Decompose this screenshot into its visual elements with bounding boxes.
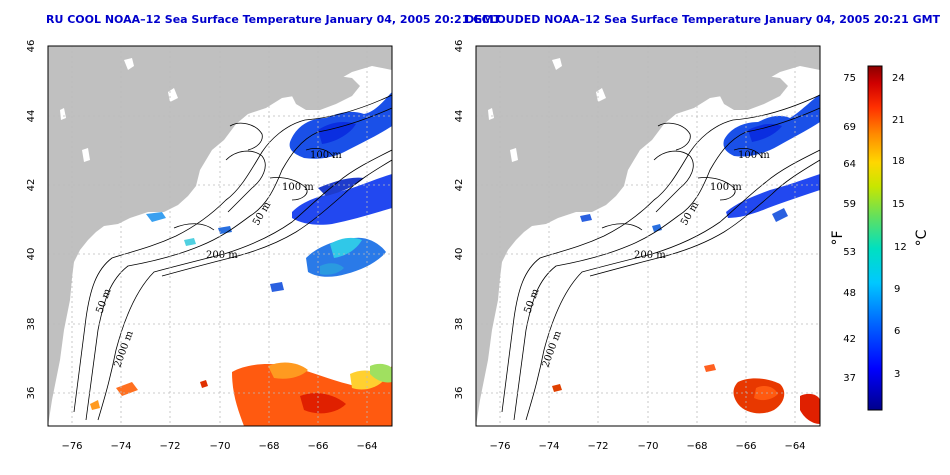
contour-label: 200 m: [206, 250, 238, 261]
x-tick-label: −72: [159, 441, 180, 452]
c-tick-label: 24: [892, 73, 905, 84]
left-y-axis: 46 44 42 40 38 36: [26, 40, 37, 400]
y-tick-label: 44: [454, 110, 465, 123]
y-tick-label: 46: [454, 40, 465, 53]
celsius-unit-label: °C: [914, 229, 930, 246]
f-tick-label: 69: [843, 122, 856, 133]
x-tick-label: −76: [489, 441, 510, 452]
contour-label: 100 m: [310, 150, 342, 161]
f-tick-label: 42: [843, 334, 856, 345]
c-tick-label: 9: [894, 284, 900, 295]
x-tick-label: −76: [61, 441, 82, 452]
c-tick-label: 6: [894, 326, 900, 337]
left-map-panel: 100 m 100 m 50 m 200 m 50 m 2000 m −76 −…: [26, 40, 393, 452]
y-tick-label: 42: [454, 179, 465, 192]
f-tick-label: 37: [843, 373, 856, 384]
colorbar-celsius-ticks: 24 21 18 15 12 9 6 3: [892, 73, 907, 380]
f-tick-label: 64: [843, 159, 856, 170]
y-tick-label: 40: [454, 248, 465, 261]
c-tick-label: 18: [892, 156, 905, 167]
y-tick-label: 44: [26, 110, 37, 123]
y-tick-label: 40: [26, 248, 37, 261]
x-tick-label: −72: [587, 441, 608, 452]
temperature-colorbar: 75 69 64 59 53 48 42 37 24 21 18 15 12 9…: [830, 65, 930, 411]
right-gridlines: [476, 46, 820, 426]
colorbar-gradient: [867, 65, 883, 411]
right-y-axis: 46 44 42 40 38 36: [454, 40, 465, 400]
right-map-frame: [475, 45, 821, 427]
c-tick-label: 3: [894, 369, 900, 380]
x-tick-label: −64: [784, 441, 805, 452]
f-tick-label: 75: [843, 73, 856, 84]
right-x-axis: −76 −74 −72 −70 −68 −66 −64: [489, 441, 805, 452]
contour-label: 100 m: [282, 182, 314, 193]
contour-label: 100 m: [710, 182, 742, 193]
contour-label: 200 m: [634, 250, 666, 261]
y-tick-label: 46: [26, 40, 37, 53]
left-gridlines: [48, 46, 392, 426]
x-tick-label: −70: [209, 441, 230, 452]
x-tick-label: −66: [307, 441, 328, 452]
f-tick-label: 48: [843, 288, 856, 299]
y-tick-label: 42: [26, 179, 37, 192]
left-map-title: RU COOL NOAA–12 Sea Surface Temperature …: [46, 13, 501, 26]
colorbar-fahrenheit-ticks: 75 69 64 59 53 48 42 37: [843, 73, 856, 384]
fahrenheit-unit-label: °F: [830, 230, 846, 245]
y-tick-label: 38: [26, 318, 37, 331]
c-tick-label: 21: [892, 115, 905, 126]
x-tick-label: −74: [110, 441, 131, 452]
left-sst-patches: [90, 92, 392, 426]
c-tick-label: 12: [894, 242, 907, 253]
x-tick-label: −74: [538, 441, 559, 452]
x-tick-label: −68: [258, 441, 279, 452]
f-tick-label: 59: [843, 199, 856, 210]
right-map-title: DECLOUDED NOAA–12 Sea Surface Temperatur…: [465, 13, 941, 26]
f-tick-label: 53: [843, 247, 856, 258]
left-x-axis: −76 −74 −72 −70 −68 −66 −64: [61, 441, 377, 452]
left-map-frame: [47, 45, 393, 427]
contour-label: 100 m: [738, 150, 770, 161]
y-tick-label: 36: [454, 387, 465, 400]
x-tick-label: −64: [356, 441, 377, 452]
x-tick-label: −70: [637, 441, 658, 452]
y-tick-label: 36: [26, 387, 37, 400]
y-tick-label: 38: [454, 318, 465, 331]
c-tick-label: 15: [892, 199, 905, 210]
x-tick-label: −68: [686, 441, 707, 452]
right-map-panel: 100 m 100 m 50 m 200 m 50 m 2000 m −76 −…: [454, 40, 821, 452]
x-tick-label: −66: [735, 441, 756, 452]
